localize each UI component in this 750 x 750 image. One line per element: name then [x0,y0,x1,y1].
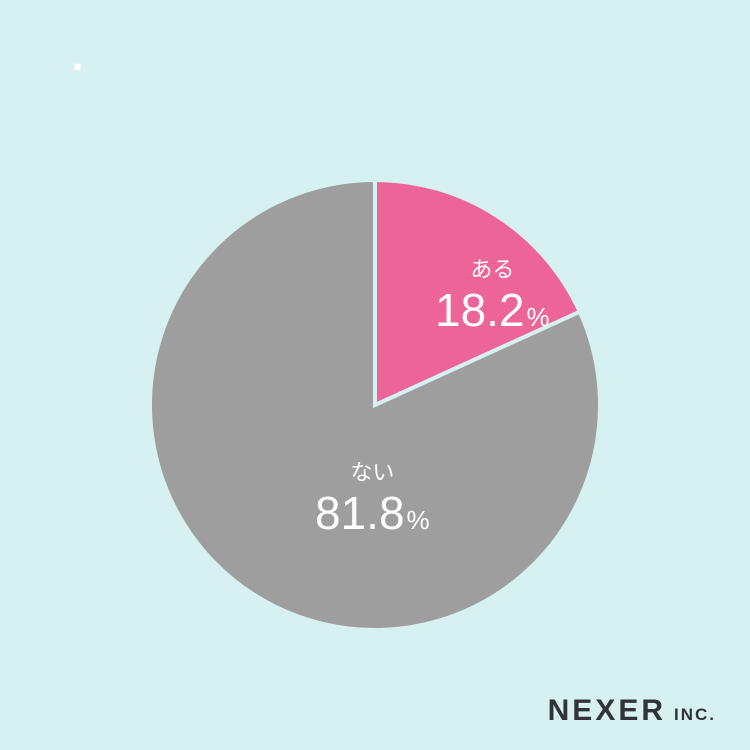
slice-name: ある [435,257,550,282]
slice-label: ある18.2% [435,257,550,337]
brand-inc: INC. [674,705,716,725]
slice-name: ない [315,460,430,485]
slice-value: 18.2 [435,284,525,336]
slice-value: 81.8 [315,487,405,539]
slice-label: ない81.8% [315,460,430,540]
brand-name: NEXER [548,694,666,728]
percent-sign: % [407,505,430,535]
pie-svg [145,175,605,635]
footer-logo: NEXER INC. [548,694,716,728]
pie-chart: ある18.2%ない81.8% [145,175,605,635]
percent-sign: % [527,302,550,332]
q-dot: . [72,35,84,77]
